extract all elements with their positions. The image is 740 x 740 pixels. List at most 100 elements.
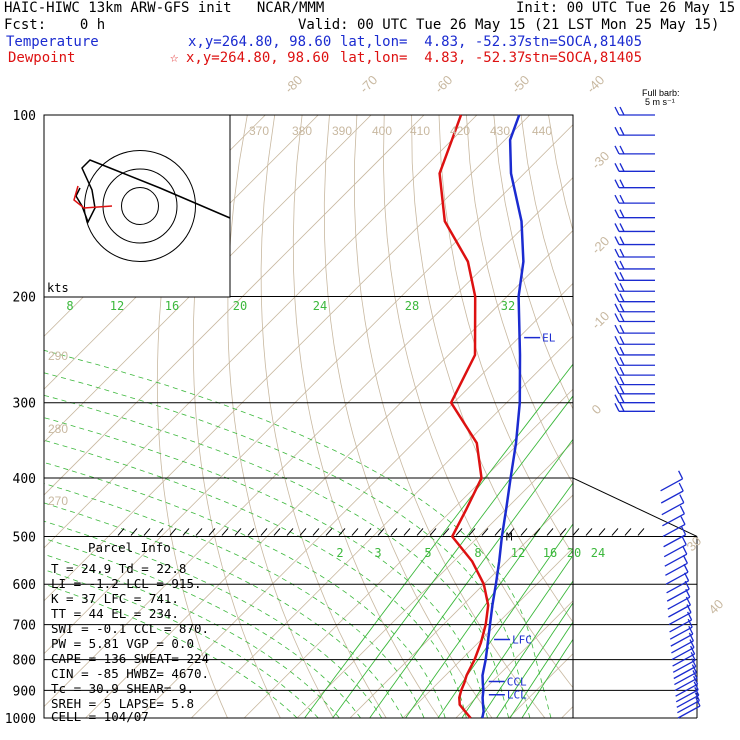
wind-barb xyxy=(663,526,687,548)
theta-label: 290 xyxy=(48,349,68,363)
wind-barb-flag xyxy=(687,611,693,621)
wind-barb xyxy=(614,376,655,386)
hodograph xyxy=(43,114,231,298)
wind-barb xyxy=(660,482,684,504)
wind-barb-flag xyxy=(619,282,625,292)
wind-barb-flag xyxy=(614,223,620,232)
isotherm-label: -60 xyxy=(432,72,456,96)
hatch-mark xyxy=(182,528,190,536)
wind-barb xyxy=(614,346,655,356)
wind-barb-shaft xyxy=(676,694,700,708)
wind-barb-flag xyxy=(680,516,686,525)
wind-barb-flag xyxy=(614,403,620,412)
parcel-row: SWI = -0.1 CCL = 870. xyxy=(51,621,209,636)
isotherm-label: -40 xyxy=(584,72,608,96)
wind-barb xyxy=(614,179,655,189)
parcel-info-title: Parcel Info xyxy=(88,540,171,555)
hodograph-trace xyxy=(75,159,231,224)
wind-barb xyxy=(672,652,696,673)
wind-barb xyxy=(614,223,655,233)
mixing-ratio-line xyxy=(405,482,573,718)
hatch-mark xyxy=(585,528,593,536)
isotherm-line xyxy=(191,335,573,718)
wind-barb xyxy=(666,580,690,602)
wind-barb-flag xyxy=(695,697,701,707)
hatch-mark xyxy=(559,528,567,536)
isotherm-line xyxy=(44,115,372,443)
wind-barb-shaft xyxy=(675,689,699,703)
mixing-ratio-line xyxy=(480,580,573,718)
dry-adiabat xyxy=(354,115,546,718)
wind-barb-flag xyxy=(619,209,625,218)
wind-barb xyxy=(614,385,655,395)
wind-barb-flag xyxy=(684,572,690,582)
hatch-mark xyxy=(598,528,606,536)
theta-label: 440 xyxy=(532,124,552,138)
pressure-tick-label: 100 xyxy=(13,109,36,124)
wind-barb-flag xyxy=(685,596,691,606)
wind-barb-flag xyxy=(686,604,692,613)
dry-adiabat xyxy=(227,115,334,718)
hatch-mark xyxy=(299,528,307,536)
parcel-info: Parcel Info T = 24.9 Td = 22.8 LI = -1.2… xyxy=(51,540,209,724)
hatch-mark xyxy=(403,528,411,536)
wind-barb xyxy=(675,681,699,703)
hatch-mark xyxy=(117,528,125,536)
level-marker-label: LFC xyxy=(512,634,532,647)
parcel-row: CELL = 104/07 xyxy=(51,709,149,724)
parcel-row: TT = 44 EL = 234. xyxy=(51,606,179,621)
pressure-tick-label: 900 xyxy=(13,684,36,699)
hatch-mark xyxy=(364,528,372,536)
hatch-mark xyxy=(416,528,424,536)
wind-barb-flag xyxy=(614,145,620,155)
isotherm-line xyxy=(508,653,573,718)
temperature-profile xyxy=(481,114,525,719)
wind-barb-flag xyxy=(679,494,685,503)
wind-barb xyxy=(614,106,655,116)
wind-barb-flag xyxy=(619,403,625,412)
wind-barb-shaft xyxy=(672,653,695,667)
parcel-row: CAPE = 136 SWEAT= 224 xyxy=(51,651,209,666)
theta-label: 410 xyxy=(410,124,430,138)
hodograph-trace-low xyxy=(73,185,113,209)
wind-barb-flag xyxy=(693,681,699,691)
wind-barb xyxy=(614,163,655,172)
dewpoint-legend-station: stn=SOCA,81405 xyxy=(524,50,643,66)
mixing-ratio-label: 32 xyxy=(501,299,515,313)
wind-barb-flag xyxy=(614,194,620,204)
wind-barb-shaft xyxy=(661,502,685,516)
hatch-mark xyxy=(338,528,346,536)
wind-barb-shaft xyxy=(674,677,698,691)
mixing-ratio-label: 12 xyxy=(110,299,124,313)
wind-barb xyxy=(670,625,694,647)
temperature-legend-label: Temperature xyxy=(6,34,99,50)
wind-barb-flag xyxy=(693,675,699,685)
wind-barb xyxy=(614,272,655,281)
temperature-legend-latlon: lat,lon= 4.83, -52.37 xyxy=(340,34,526,50)
pressure-tick-label: 200 xyxy=(13,291,36,306)
dry-adiabat xyxy=(658,115,740,718)
isotherm-label: -30 xyxy=(589,148,613,172)
isotherm-line xyxy=(85,229,573,718)
parcel-row: K = 37 LFC = 741. xyxy=(51,591,179,606)
wind-barb-shaft xyxy=(665,571,689,585)
wind-barb-shaft xyxy=(677,705,701,719)
wind-barb-flag xyxy=(678,482,684,492)
mixing-ratio-label: 16 xyxy=(543,546,557,560)
parcel-row: T = 24.9 Td = 22.8 xyxy=(51,561,186,576)
wind-barb xyxy=(671,632,694,654)
dry-adiabat xyxy=(520,115,573,328)
wind-barb-flag xyxy=(690,652,696,661)
mixing-ratio-line xyxy=(521,638,573,718)
hatch-mark xyxy=(221,528,229,536)
wind-barb xyxy=(614,126,655,136)
wind-barbs xyxy=(614,106,701,719)
wind-barb-flag xyxy=(619,293,625,302)
dry-adiabat xyxy=(292,115,440,718)
wind-barb-flag xyxy=(619,313,625,322)
hatch-mark xyxy=(637,528,645,536)
dry-adiabat xyxy=(466,115,573,485)
theta-label: 390 xyxy=(332,124,352,138)
wind-barb-flag xyxy=(619,346,625,356)
wind-barb-shaft xyxy=(672,659,696,673)
